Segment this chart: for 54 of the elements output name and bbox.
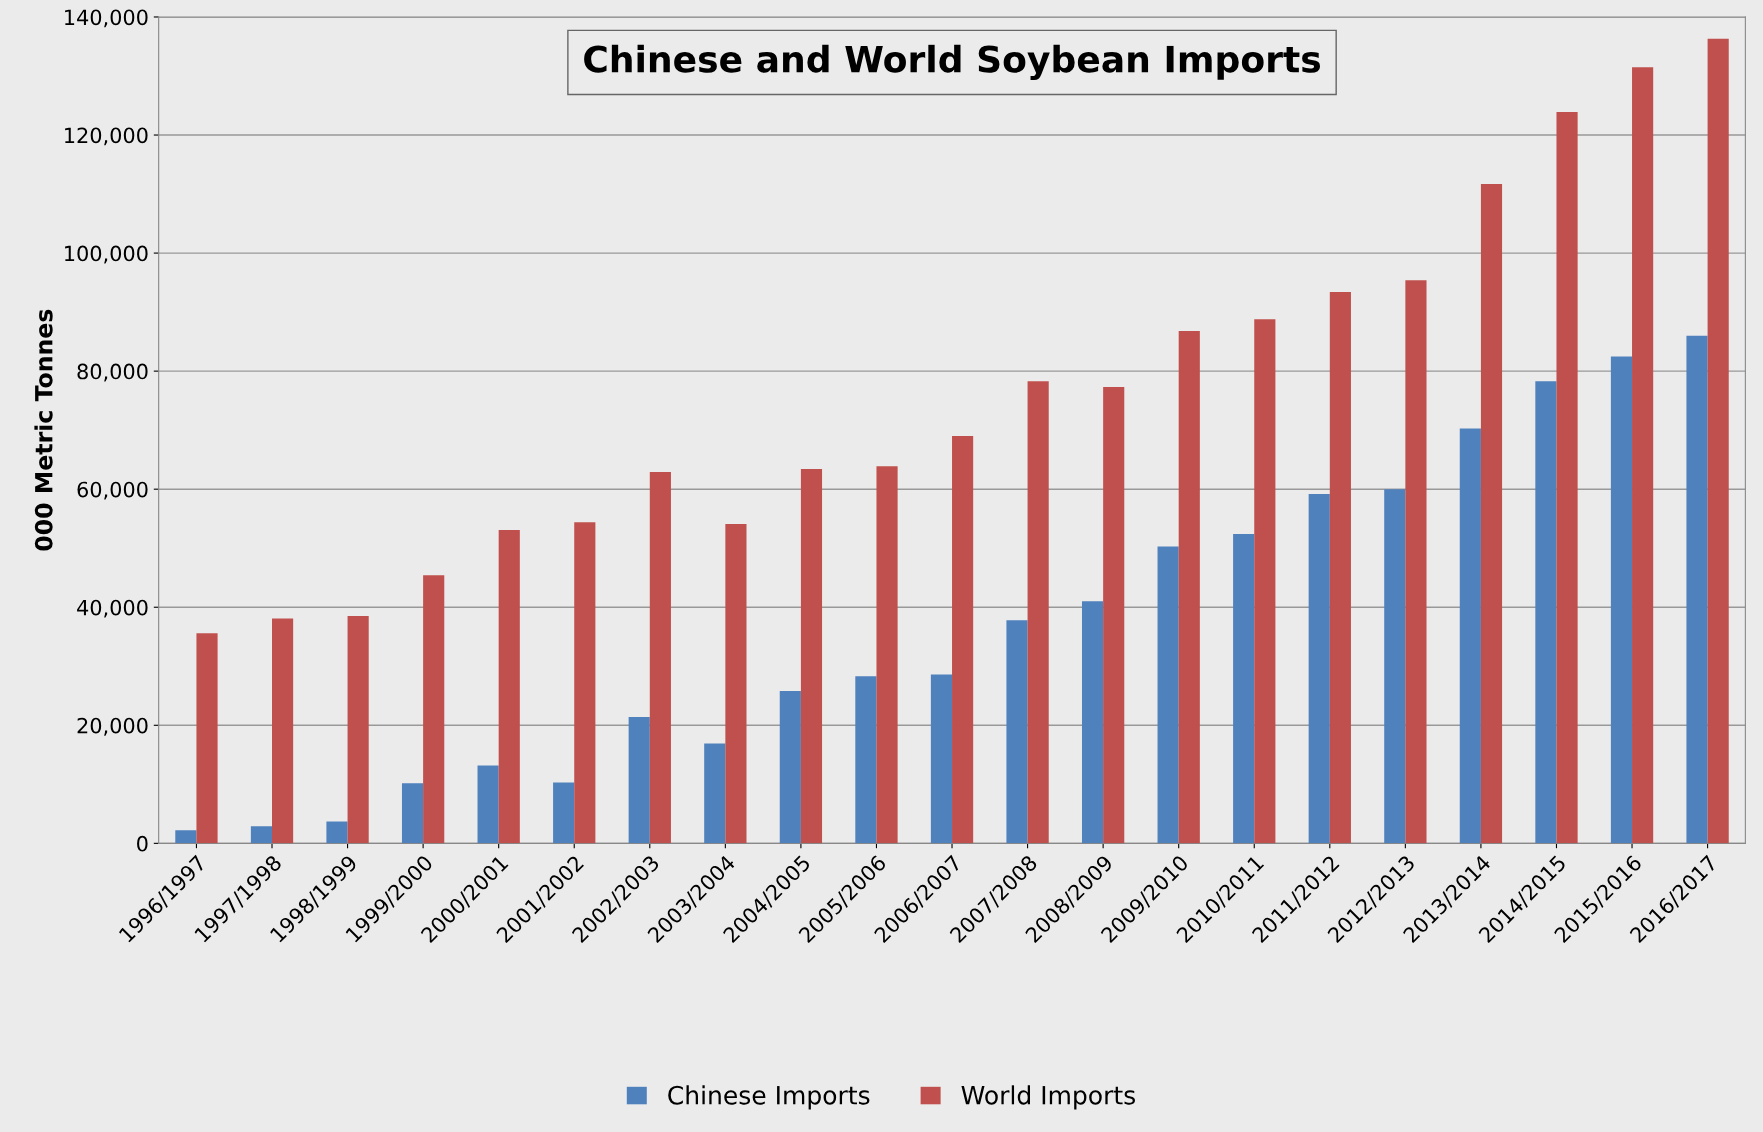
y-tick-label: 100,000 bbox=[65, 245, 148, 264]
bar bbox=[1556, 112, 1578, 844]
bar bbox=[498, 529, 520, 844]
bar bbox=[1157, 546, 1179, 844]
bar bbox=[1384, 489, 1406, 844]
y-tick-label: 20,000 bbox=[77, 717, 148, 736]
y-tick-label: 40,000 bbox=[77, 599, 148, 618]
legend-label: Chinese Imports bbox=[668, 1085, 870, 1110]
bar bbox=[779, 691, 801, 844]
bar bbox=[725, 524, 747, 844]
y-tick-label: 0 bbox=[137, 835, 148, 852]
y-tick-label: 120,000 bbox=[65, 127, 148, 146]
bar bbox=[574, 522, 596, 844]
bar bbox=[401, 783, 424, 844]
bar bbox=[1459, 428, 1481, 844]
bar bbox=[1081, 601, 1104, 844]
bar bbox=[704, 743, 726, 844]
text: Chinese and World Soybean Imports bbox=[584, 44, 1321, 81]
bar bbox=[1233, 534, 1255, 844]
y-axis-title: 000 Metric Tonnes bbox=[34, 309, 53, 551]
bar bbox=[1480, 184, 1503, 844]
bar bbox=[326, 821, 348, 844]
bar bbox=[1178, 331, 1200, 844]
bar bbox=[175, 830, 197, 844]
bar bbox=[952, 436, 974, 844]
y-tick-label: 140,000 bbox=[65, 9, 148, 28]
bar bbox=[196, 633, 218, 844]
bar bbox=[250, 826, 273, 844]
bar bbox=[347, 616, 369, 844]
bar bbox=[553, 782, 575, 844]
bar bbox=[272, 618, 294, 844]
y-tick-label: 60,000 bbox=[77, 481, 148, 500]
bar bbox=[876, 466, 898, 844]
bar bbox=[855, 676, 877, 844]
bar bbox=[1027, 381, 1049, 844]
bar bbox=[930, 674, 953, 844]
bar bbox=[628, 717, 650, 844]
bar bbox=[1535, 381, 1557, 844]
bar bbox=[1308, 493, 1330, 844]
bar bbox=[649, 472, 671, 844]
bar bbox=[800, 469, 823, 844]
bar bbox=[1006, 620, 1028, 844]
bar bbox=[477, 765, 499, 844]
bar bbox=[1632, 67, 1654, 844]
legend-label: World Imports bbox=[961, 1085, 1135, 1110]
bar bbox=[1405, 280, 1427, 844]
bar bbox=[423, 575, 445, 844]
bar bbox=[1610, 356, 1633, 844]
bar bbox=[1707, 38, 1729, 844]
bar bbox=[1103, 387, 1125, 844]
bar bbox=[1329, 292, 1351, 844]
bar bbox=[1254, 319, 1276, 844]
y-tick-label: 80,000 bbox=[77, 363, 148, 382]
bar bbox=[1686, 335, 1708, 844]
